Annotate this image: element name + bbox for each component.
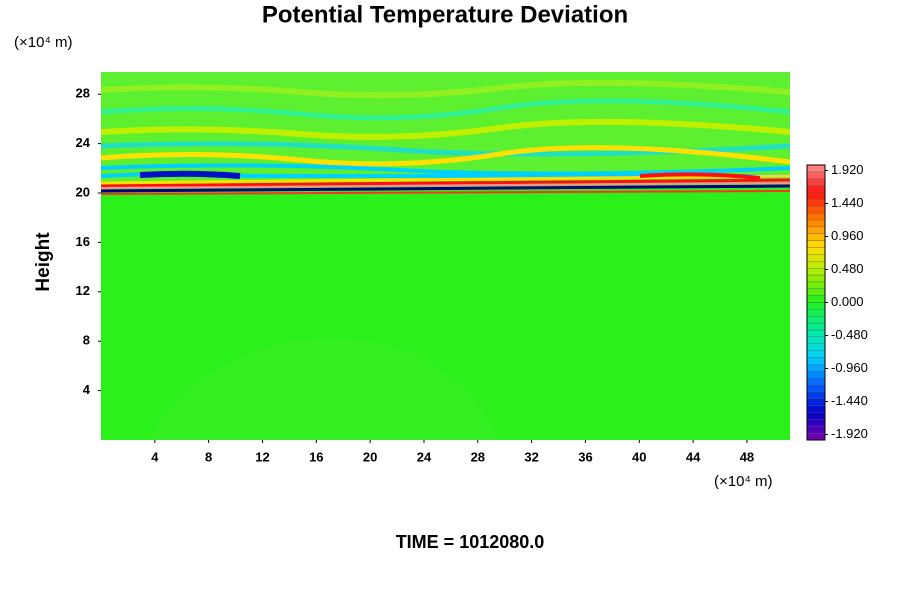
colorbar-band bbox=[806, 164, 826, 173]
colorbar-band bbox=[806, 192, 826, 200]
y-tick-label: 28 bbox=[76, 86, 90, 101]
colorbar-band bbox=[806, 247, 826, 255]
colorbar-band bbox=[806, 212, 826, 221]
y-axis-title: Height bbox=[33, 232, 54, 292]
colorbar-band bbox=[806, 377, 826, 386]
y-tick-label: 24 bbox=[76, 135, 91, 150]
chart-title: Potential Temperature Deviation bbox=[262, 1, 628, 28]
colorbar-band bbox=[806, 199, 826, 207]
colorbar-tick-label: -1.440 bbox=[831, 393, 868, 408]
x-tick-label: 8 bbox=[205, 449, 212, 464]
colorbar-band bbox=[806, 336, 826, 344]
x-tick-label: 4 bbox=[151, 449, 159, 464]
colorbar-band bbox=[806, 398, 826, 406]
colorbar-band bbox=[806, 206, 826, 214]
x-tick-label: 24 bbox=[417, 449, 432, 464]
colorbar-band bbox=[806, 233, 826, 241]
colorbar-band bbox=[806, 295, 826, 303]
colorbar-tick-label: -1.920 bbox=[831, 426, 868, 441]
colorbar-band bbox=[806, 261, 826, 269]
colorbar-band bbox=[806, 254, 826, 262]
colorbar-band bbox=[806, 322, 826, 331]
colorbar-band bbox=[806, 371, 826, 379]
colorbar-band bbox=[806, 432, 826, 441]
colorbar-band bbox=[806, 412, 826, 420]
colorbar-band bbox=[806, 391, 826, 399]
colorbar-band bbox=[806, 405, 826, 413]
colorbar-tick-label: 0.960 bbox=[831, 228, 864, 243]
x-tick-label: 36 bbox=[578, 449, 592, 464]
colorbar-tick-label: 1.920 bbox=[831, 162, 864, 177]
colorbar-tick-label: -0.480 bbox=[831, 327, 868, 342]
colorbar-band bbox=[806, 419, 826, 427]
colorbar-tick-label: 0.000 bbox=[831, 294, 864, 309]
x-tick-label: 12 bbox=[255, 449, 269, 464]
y-tick-label: 20 bbox=[76, 184, 90, 199]
x-tick-label: 32 bbox=[524, 449, 538, 464]
axes: 4 8 12 16 20 24 28 32 36 40 44 484812162024281.9201… bbox=[76, 86, 868, 465]
colorbar-band bbox=[806, 288, 826, 296]
colorbar-band bbox=[806, 240, 826, 248]
x-tick-label: 16 bbox=[309, 449, 323, 464]
colorbar-band bbox=[806, 343, 826, 351]
colorbar-band bbox=[806, 267, 826, 276]
colorbar-band bbox=[806, 364, 826, 372]
x-tick-label: 48 bbox=[740, 449, 754, 464]
colorbar-band bbox=[806, 316, 826, 324]
footer: TIME = 1012080.0 bbox=[396, 532, 545, 552]
field bbox=[101, 72, 790, 440]
colorbar-band bbox=[806, 185, 826, 193]
colorbar-band bbox=[806, 281, 826, 289]
colorbar-band bbox=[806, 350, 826, 358]
y-tick-label: 8 bbox=[83, 333, 90, 348]
y-tick-label: 16 bbox=[76, 234, 90, 249]
colorbar-band bbox=[806, 426, 826, 434]
colorbar-band bbox=[806, 309, 826, 317]
y-tick-label: 12 bbox=[76, 283, 90, 298]
colorbar-band bbox=[806, 329, 826, 338]
colorbar-band bbox=[806, 219, 826, 228]
colorbar-band bbox=[806, 302, 826, 310]
colorbar-band bbox=[806, 226, 826, 234]
colorbar-band bbox=[806, 171, 826, 179]
x-tick-label: 28 bbox=[471, 449, 485, 464]
y-tick-label: 4 bbox=[83, 382, 91, 397]
x-tick-label: 20 bbox=[363, 449, 377, 464]
colorbar-tick-label: -0.960 bbox=[831, 360, 868, 375]
colorbar-tick-label: 1.440 bbox=[831, 195, 864, 210]
x-unit: (×10⁴ m) bbox=[714, 473, 773, 490]
colorbar-tick-label: 0.480 bbox=[831, 261, 864, 276]
x-tick-label: 44 bbox=[686, 449, 701, 464]
y-unit: (×10⁴ m) bbox=[14, 34, 73, 51]
colorbar-band bbox=[806, 384, 826, 393]
colorbar-band bbox=[806, 274, 826, 283]
x-tick-label: 40 bbox=[632, 449, 646, 464]
colorbar-band bbox=[806, 178, 826, 186]
colorbar-band bbox=[806, 357, 826, 365]
